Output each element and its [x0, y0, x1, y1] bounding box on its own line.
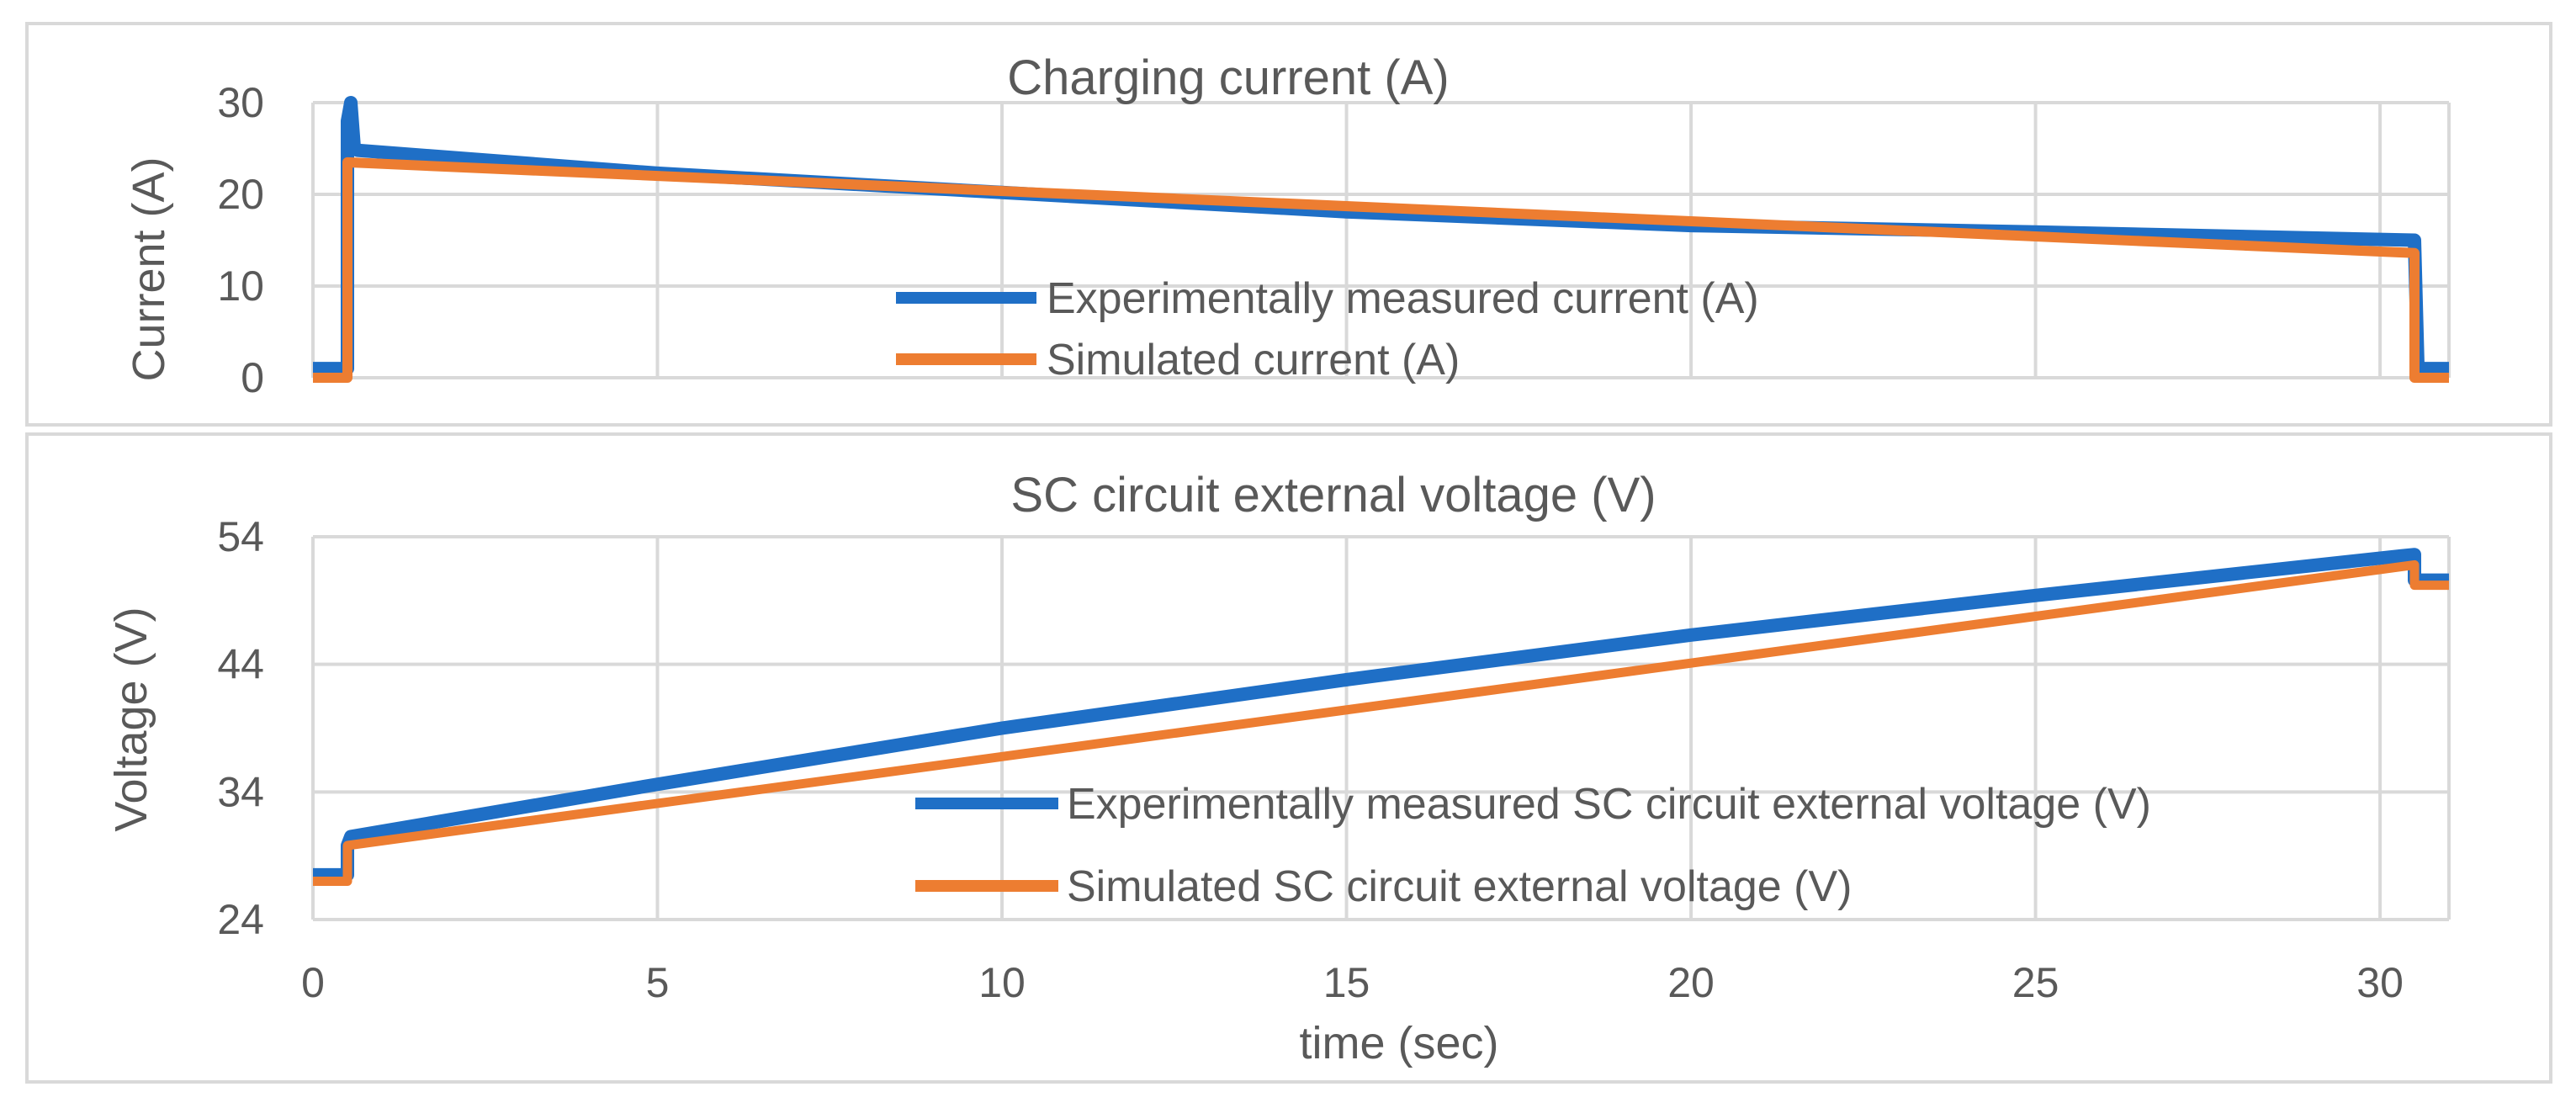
voltage-chart-panel: SC circuit external voltage (V) Voltage … — [25, 432, 2552, 1084]
voltage-x-tick-label: 5 — [646, 959, 670, 1006]
voltage-y-tick-label: 34 — [217, 768, 264, 815]
voltage-x-tick-label: 30 — [2356, 959, 2404, 1006]
current-chart-frame — [25, 22, 2552, 427]
current-y-tick-label: 0 — [241, 354, 264, 401]
voltage-x-tick-label: 10 — [978, 959, 1026, 1006]
current-series-layer — [313, 96, 2449, 383]
voltage-series-line-simulated — [313, 559, 2449, 886]
voltage-y-tick-label: 44 — [217, 641, 264, 688]
current-series-line-simulated — [313, 156, 2449, 383]
current-legend-label-measured: Experimentally measured current (A) — [1047, 274, 1759, 323]
voltage-x-tick-label: 15 — [1323, 959, 1370, 1006]
current-y-ticks: 0 10 20 30 — [217, 79, 264, 401]
current-legend-label-simulated: Simulated current (A) — [1047, 336, 1460, 384]
voltage-x-tick-label: 20 — [1667, 959, 1715, 1006]
voltage-chart-frame — [25, 432, 2552, 1084]
current-chart-title: Charging current (A) — [1007, 50, 1449, 105]
voltage-y-tick-label: 24 — [217, 896, 264, 943]
voltage-y-axis-label: Voltage (V) — [106, 607, 156, 831]
voltage-y-ticks: 24 34 44 54 — [217, 513, 264, 943]
current-y-tick-label: 20 — [217, 171, 264, 218]
current-y-axis-label: Current (A) — [124, 156, 174, 381]
voltage-y-tick-label: 54 — [217, 513, 264, 560]
voltage-series-layer — [313, 548, 2449, 886]
voltage-x-tick-label: 25 — [2012, 959, 2059, 1006]
voltage-legend: Experimentally measured SC circuit exter… — [915, 780, 2151, 911]
current-y-tick-label: 30 — [217, 79, 264, 126]
voltage-legend-label-simulated: Simulated SC circuit external voltage (V… — [1067, 862, 1852, 911]
voltage-x-tick-label: 0 — [301, 959, 325, 1006]
voltage-legend-label-measured: Experimentally measured SC circuit exter… — [1067, 780, 2151, 829]
current-legend: Experimentally measured current (A) Simul… — [896, 274, 1759, 384]
current-chart-panel: Charging current (A) Current (A) 0 10 20 30… — [25, 22, 2552, 427]
current-chart-grid — [311, 101, 2451, 379]
voltage-x-ticks: 0 5 10 15 20 25 30 — [301, 959, 2404, 1006]
voltage-chart-title: SC circuit external voltage (V) — [1010, 468, 1656, 522]
current-y-tick-label: 10 — [217, 262, 264, 310]
voltage-x-axis-label: time (sec) — [1299, 1018, 1498, 1068]
